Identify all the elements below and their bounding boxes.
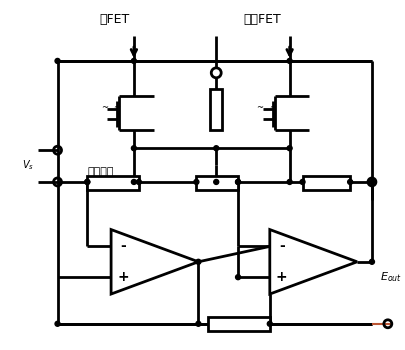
Text: -: - [120, 239, 126, 253]
Circle shape [299, 180, 304, 184]
Text: $V_s$: $V_s$ [22, 158, 34, 172]
Circle shape [196, 321, 200, 326]
Circle shape [196, 259, 200, 264]
Circle shape [194, 180, 198, 184]
Text: 参比电极: 参比电极 [87, 167, 113, 177]
Text: +: + [117, 270, 128, 284]
Circle shape [235, 180, 240, 184]
Text: 敏FET: 敏FET [99, 13, 129, 26]
Circle shape [213, 180, 218, 184]
Circle shape [136, 180, 141, 184]
Text: 参比FET: 参比FET [243, 13, 280, 26]
Text: ~: ~ [113, 103, 120, 112]
Circle shape [286, 58, 291, 63]
Text: ~: ~ [256, 103, 263, 112]
Bar [196, 176, 237, 190]
Text: $E_{out}$: $E_{out}$ [379, 270, 401, 284]
Text: ~: ~ [269, 103, 275, 112]
Circle shape [213, 146, 218, 151]
Circle shape [235, 275, 240, 280]
Text: +: + [275, 270, 287, 284]
Circle shape [369, 180, 373, 184]
Circle shape [235, 180, 240, 184]
Bar [210, 89, 222, 130]
Circle shape [286, 180, 291, 184]
Text: ~: ~ [100, 103, 107, 112]
Circle shape [347, 180, 352, 184]
Circle shape [55, 58, 60, 63]
Circle shape [131, 58, 136, 63]
Circle shape [85, 180, 90, 184]
Circle shape [55, 321, 60, 326]
Bar [208, 317, 269, 331]
Circle shape [131, 180, 136, 184]
Bar [87, 176, 139, 190]
Text: -: - [278, 239, 284, 253]
Circle shape [369, 259, 373, 264]
Bar [302, 176, 349, 190]
Circle shape [131, 146, 136, 151]
Circle shape [85, 180, 90, 184]
Circle shape [266, 321, 272, 326]
Circle shape [286, 146, 291, 151]
